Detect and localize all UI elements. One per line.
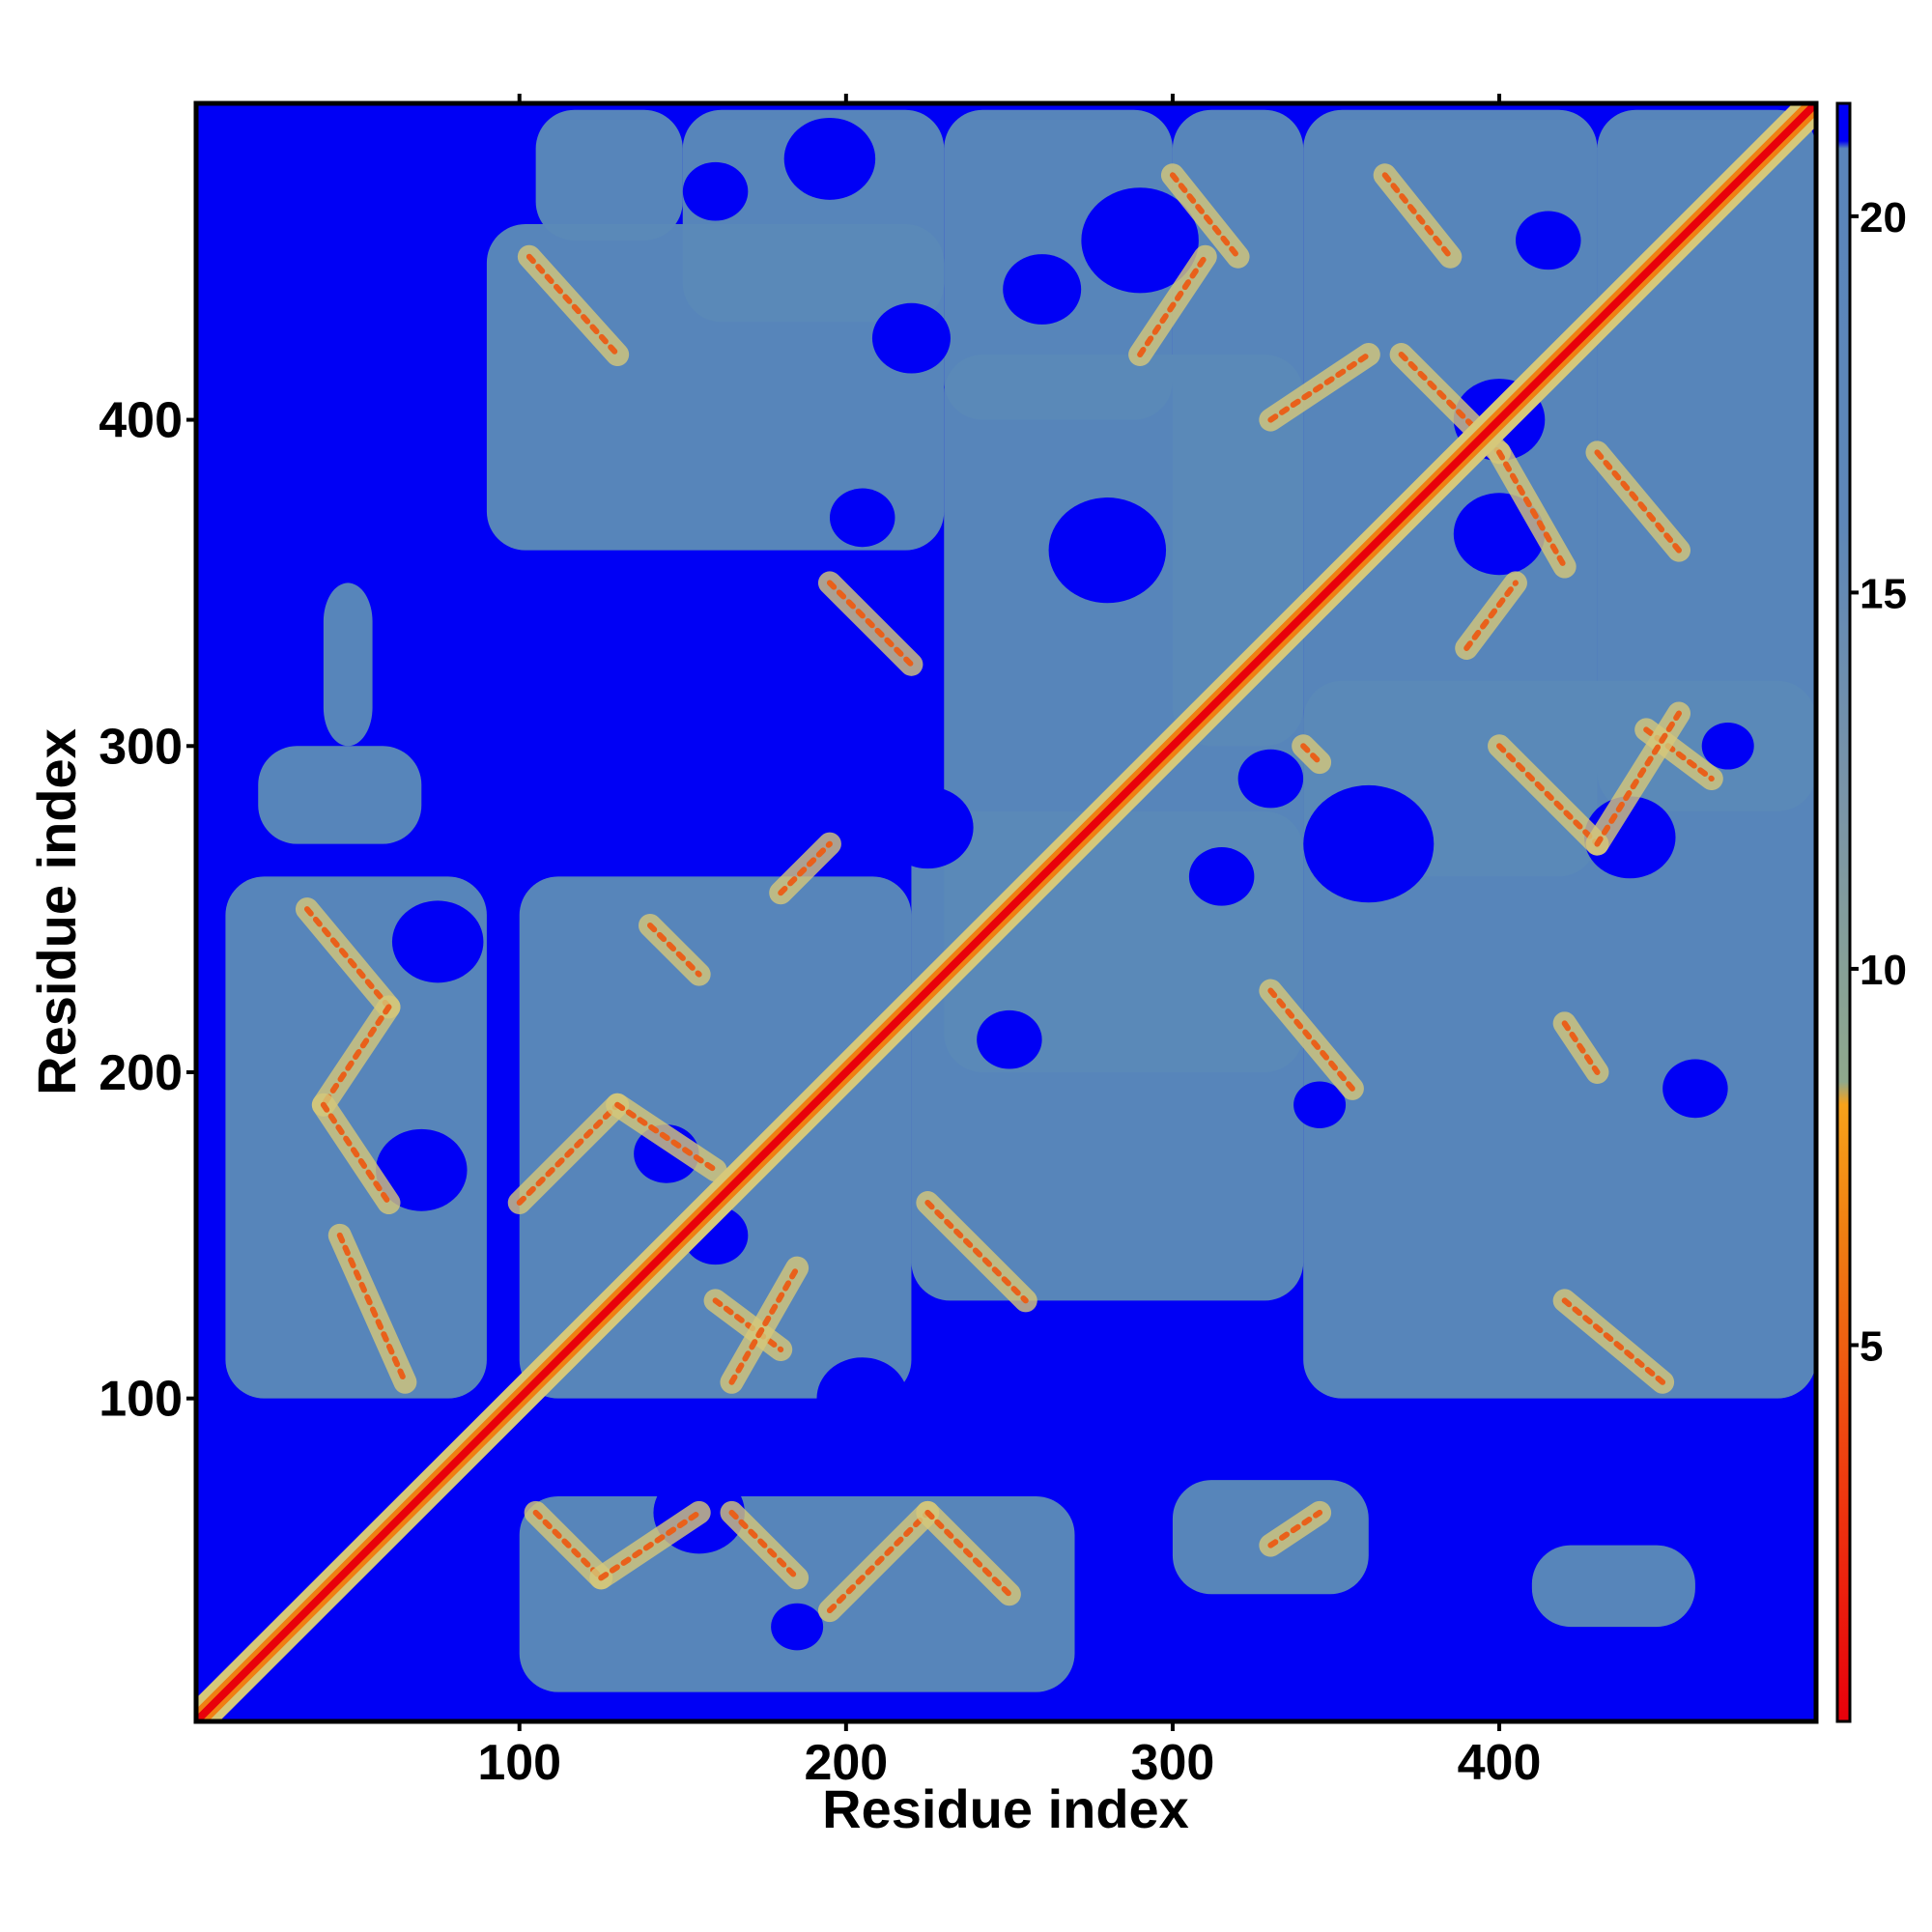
no-contact-pocket bbox=[1516, 211, 1581, 270]
no-contact-pocket bbox=[871, 302, 951, 374]
no-contact-pocket bbox=[1003, 254, 1082, 325]
x-tick-label: 400 bbox=[1458, 1735, 1542, 1791]
no-contact-pocket bbox=[715, 569, 781, 629]
y-axis-title: Residue index bbox=[26, 728, 87, 1095]
contact-ridge bbox=[778, 840, 833, 896]
no-contact-pocket bbox=[1048, 497, 1167, 604]
contact-region bbox=[911, 810, 1304, 1301]
contact-ridge bbox=[303, 906, 392, 1010]
contact-region bbox=[519, 1495, 1075, 1692]
no-contact-pocket bbox=[1303, 784, 1435, 903]
x-axis-title: Residue index bbox=[822, 1778, 1189, 1839]
no-contact-pocket bbox=[783, 117, 876, 200]
contact-ridge bbox=[1300, 743, 1323, 766]
x-tick-label: 300 bbox=[1131, 1735, 1215, 1791]
contact-ridge bbox=[1496, 449, 1568, 570]
contact-ridge bbox=[598, 1509, 702, 1581]
contact-region bbox=[323, 582, 373, 747]
contact-ridge bbox=[526, 253, 621, 358]
contact-region bbox=[258, 746, 422, 844]
y-axis: 100 200 300 400 bbox=[99, 393, 196, 1428]
contact-ridge bbox=[712, 1297, 784, 1353]
y-tick-label: 300 bbox=[99, 719, 183, 775]
contact-ridge bbox=[1594, 710, 1682, 847]
contact-ridge bbox=[1561, 1020, 1601, 1075]
no-contact-pocket bbox=[771, 1603, 824, 1651]
contact-ridge bbox=[646, 923, 702, 978]
x-axis: 100 200 300 400 bbox=[477, 94, 1541, 1791]
colorbar-tick-label: 15 bbox=[1860, 570, 1907, 617]
contact-ridge bbox=[1267, 352, 1372, 423]
contact-ridge bbox=[728, 1264, 801, 1385]
contact-ridge bbox=[826, 580, 915, 668]
no-contact-pocket bbox=[376, 1128, 468, 1211]
no-contact-pocket bbox=[1237, 749, 1304, 809]
colorbar-frame bbox=[1835, 101, 1852, 1723]
colorbar-gradient bbox=[1837, 103, 1850, 1721]
contact-region bbox=[1303, 680, 1816, 1399]
colorbar-tick-label: 5 bbox=[1860, 1322, 1883, 1370]
contact-ridge bbox=[1463, 580, 1519, 651]
no-contact-pocket bbox=[816, 1357, 908, 1440]
colorbar-tick-label: 10 bbox=[1860, 947, 1907, 994]
x-tick-label: 200 bbox=[804, 1735, 888, 1791]
no-contact-pocket bbox=[1701, 723, 1754, 770]
no-contact-pocket bbox=[1188, 847, 1255, 906]
contact-ridge bbox=[1267, 1509, 1323, 1548]
no-contact-pocket bbox=[1662, 1059, 1728, 1119]
contact-region bbox=[535, 109, 683, 241]
colorbar-tick-label: 20 bbox=[1860, 194, 1907, 242]
contact-ridge bbox=[1561, 1297, 1666, 1385]
no-contact-pocket bbox=[1081, 187, 1199, 294]
contact-ridge bbox=[320, 1101, 392, 1207]
contact-ridge bbox=[336, 1232, 409, 1385]
contact-region bbox=[519, 876, 912, 1399]
y-tick-label: 100 bbox=[99, 1372, 183, 1428]
contact-ridge bbox=[728, 1509, 801, 1581]
contact-ridge bbox=[1381, 172, 1454, 260]
contact-region bbox=[1531, 1545, 1695, 1628]
colorbar-ticks: 5 10 15 20 bbox=[1850, 194, 1907, 1370]
heatmap-marks bbox=[196, 103, 1816, 1721]
contact-ridge bbox=[516, 1101, 621, 1207]
no-contact-pocket bbox=[391, 900, 484, 983]
no-contact-pocket bbox=[882, 786, 974, 869]
y-tick-label: 400 bbox=[99, 393, 183, 449]
x-tick-label: 100 bbox=[477, 1735, 561, 1791]
diagonal-core bbox=[196, 103, 1816, 1721]
contact-ridge bbox=[924, 1200, 1029, 1304]
no-contact-pocket bbox=[829, 488, 895, 548]
contact-ridge bbox=[1137, 253, 1208, 358]
contact-ridge bbox=[826, 1509, 931, 1614]
no-contact-pocket bbox=[977, 1009, 1042, 1069]
contact-ridge bbox=[1267, 987, 1355, 1092]
heatmap-plot-area bbox=[193, 100, 1819, 1724]
no-contact-pocket bbox=[682, 161, 749, 221]
y-tick-label: 200 bbox=[99, 1045, 183, 1101]
contact-ridge bbox=[614, 1101, 719, 1174]
contact-ridge bbox=[1594, 449, 1682, 554]
no-contact-pocket bbox=[1293, 1081, 1347, 1129]
contact-ridge bbox=[924, 1509, 1012, 1598]
contact-ridge bbox=[532, 1509, 605, 1581]
contact-ridge bbox=[1496, 743, 1601, 847]
contact-ridge bbox=[1169, 172, 1241, 260]
plot-frame bbox=[193, 100, 1819, 1724]
contact-region bbox=[486, 223, 945, 551]
colorbar: 5 10 15 20 bbox=[1835, 101, 1907, 1723]
contact-ridge bbox=[320, 1004, 392, 1108]
